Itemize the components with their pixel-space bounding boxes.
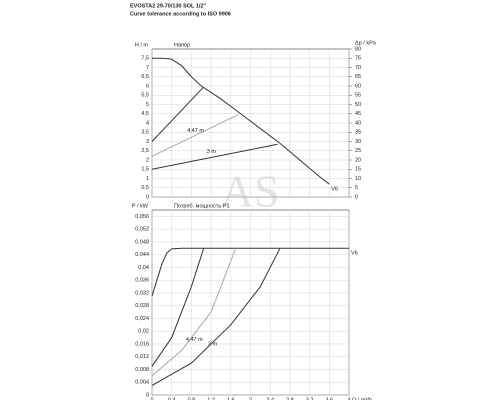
y2-tick-label: 30: [355, 139, 361, 145]
y2-tick-label: 45: [355, 111, 361, 117]
x-tick-label: 0,4: [168, 397, 176, 400]
y2-tick-label: 40: [355, 120, 361, 126]
y-tick-label: 0,028: [135, 303, 149, 309]
plot-annotation: Напор: [174, 42, 190, 48]
curve-label: V6: [351, 251, 358, 257]
curve-label: 4,47 m: [186, 337, 203, 343]
y-axis-label: P / kW: [132, 203, 149, 209]
y-tick-label: 0,056: [135, 214, 149, 220]
y-tick-label: 1: [146, 176, 149, 182]
y-tick-label: 0,052: [135, 227, 149, 233]
y-tick-label: 2: [146, 157, 149, 163]
y-axis-label: H / m: [135, 42, 149, 48]
y-tick-label: 4: [146, 120, 149, 126]
x-tick-label: 2: [249, 397, 252, 400]
x-tick-label: 3,6: [325, 397, 333, 400]
y-tick-label: 3: [146, 139, 149, 145]
y2-tick-label: 50: [355, 102, 361, 108]
y-tick-label: 6: [146, 83, 149, 89]
y2-tick-label: 70: [355, 65, 361, 71]
y-tick-label: 5,5: [141, 93, 149, 99]
curve: [151, 247, 349, 297]
plot-annotation: Потреб. мощность P1: [174, 203, 230, 209]
y-tick-label: 0,024: [135, 316, 149, 322]
y-tick-label: 0,02: [138, 329, 149, 335]
y2-tick-label: 15: [355, 167, 361, 173]
y2-tick-label: 80: [355, 46, 361, 52]
curve: [151, 114, 239, 157]
y2-tick-label: 5: [355, 185, 358, 191]
x-tick-label: 2,8: [286, 397, 294, 400]
y-tick-label: 7: [146, 65, 149, 71]
curve: [151, 143, 278, 170]
x-tick-label: 1,2: [207, 397, 215, 400]
y2-tick-label: 75: [355, 56, 361, 62]
curve-label: 3 m: [208, 342, 218, 348]
y-tick-label: 1,5: [141, 167, 149, 173]
y2-tick-label: 60: [355, 83, 361, 89]
x-axis-label: Q / m³/h: [352, 397, 372, 400]
y-tick-label: 0: [146, 392, 149, 398]
y-tick-label: 3,5: [141, 130, 149, 136]
y-tick-label: 0,036: [135, 278, 149, 284]
curve: [152, 57, 330, 185]
y2-tick-label: 55: [355, 93, 361, 99]
curve-label: V6: [331, 187, 338, 193]
y-tick-label: 6,5: [141, 74, 149, 80]
chart-title: EVOSTA2 29-70/130 SOL 1/2": [130, 3, 206, 9]
y2-tick-label: 35: [355, 130, 361, 136]
y-tick-label: 0,048: [135, 239, 149, 245]
chart-subtitle: Curve tolerance according to ISO 9906: [130, 11, 231, 17]
x-tick-label: 4: [347, 397, 350, 400]
x-tick-label: 1,6: [227, 397, 235, 400]
x-tick-label: 0: [150, 397, 153, 400]
y-tick-label: 0: [146, 194, 149, 200]
curve-label: 4,47 m: [187, 128, 204, 134]
y-tick-label: 0,5: [141, 185, 149, 191]
curve: [151, 248, 281, 386]
y2-tick-label: 10: [355, 176, 361, 182]
y2-tick-label: 65: [355, 74, 361, 80]
x-tick-label: 3,2: [306, 397, 314, 400]
curve: [151, 248, 205, 367]
x-tick-label: 2,4: [266, 397, 274, 400]
y-tick-label: 0,008: [135, 367, 149, 373]
curve: [151, 86, 205, 142]
y2-tick-label: 20: [355, 157, 361, 163]
curve: [151, 248, 237, 377]
watermark: AS: [221, 166, 280, 217]
y-tick-label: 0,044: [135, 252, 149, 258]
curve-label: 3 m: [207, 149, 217, 155]
y2-axis-label: Δp / kPa: [355, 40, 377, 46]
y-tick-label: 2,5: [141, 148, 149, 154]
y2-tick-label: 25: [355, 148, 361, 154]
y-tick-label: 0,04: [138, 265, 149, 271]
x-tick-label: 0,8: [188, 397, 196, 400]
y2-tick-label: 0: [355, 194, 358, 200]
y-tick-label: 0,032: [135, 290, 149, 296]
y-tick-label: 4,5: [141, 111, 149, 117]
y-tick-label: 0,004: [135, 380, 149, 386]
y-tick-label: 0,012: [135, 354, 149, 360]
y-tick-label: 0,016: [135, 341, 149, 347]
y-tick-label: 7,5: [141, 56, 149, 62]
y-tick-label: 5: [146, 102, 149, 108]
